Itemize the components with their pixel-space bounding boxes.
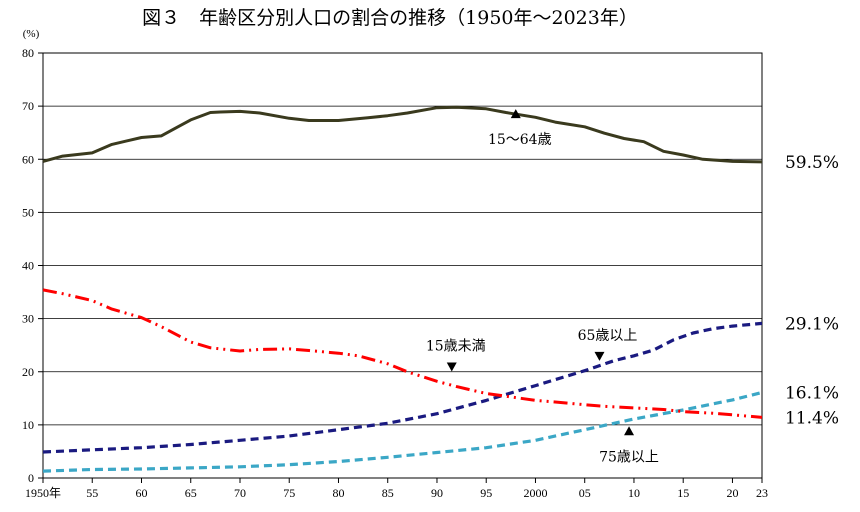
tick-label-x-1970: 70	[234, 486, 246, 500]
annotation-marker-65歳以上	[594, 351, 605, 361]
tick-label-y-80: 80	[22, 46, 34, 60]
chart-title: 図３ 年齢区分別人口の割合の推移（1950年～2023年）	[142, 7, 638, 29]
tick-label-y-60: 60	[22, 152, 34, 166]
series-line-15～64歳	[42, 105, 763, 164]
tick-label-x-1955: 55	[86, 486, 98, 500]
tick-label-x-2020: 20	[726, 486, 738, 500]
tick-label-x-2000: 2000	[523, 486, 547, 500]
annotation-label-65歳以上: 65歳以上	[578, 328, 638, 344]
series-lines	[42, 105, 763, 473]
annotation-label-15歳未満: 15歳未満	[426, 338, 486, 354]
grid	[42, 52, 763, 479]
y-axis-ticks: 0 10 20 30 40 50 60 70 80	[22, 46, 43, 485]
tick-label-x-2015: 15	[677, 486, 689, 500]
series-line-75歳以上	[42, 390, 763, 473]
end-label-65歳以上: 29.1%	[785, 314, 839, 334]
tick-label-x-1995: 95	[480, 486, 492, 500]
tick-label-x-2023: 23	[756, 486, 768, 500]
x-axis-ticks: 1950年 55 60 65 70 75 80 85 90 95 2000 05 10 15 20 23	[25, 478, 768, 500]
annotation-label-75歳以上: 75歳以上	[599, 449, 659, 465]
tick-label-x-1975: 75	[283, 486, 295, 500]
end-label-15～64歳: 59.5%	[785, 153, 839, 173]
tick-label-y-0: 0	[28, 471, 34, 485]
tick-label-x-1990: 90	[431, 486, 443, 500]
y-axis-unit: (%)	[23, 28, 40, 40]
tick-label-y-50: 50	[22, 205, 34, 219]
end-label-75歳以上: 16.1%	[785, 383, 839, 403]
end-labels: 59.5% 11.4% 29.1% 16.1%	[785, 153, 839, 429]
series-line-65歳以上	[42, 321, 763, 454]
tick-label-x-1950: 1950年	[25, 486, 61, 500]
annotation-marker-15～64歳	[510, 109, 521, 119]
tick-label-x-1980: 80	[332, 486, 344, 500]
tick-label-y-30: 30	[22, 312, 34, 326]
annotation-label-15～64歳: 15～64歳	[488, 132, 552, 148]
end-label-15歳未満: 11.4%	[785, 408, 839, 428]
series-line-15歳未満	[42, 288, 763, 419]
tick-label-x-2010: 10	[628, 486, 640, 500]
tick-label-y-20: 20	[22, 365, 34, 379]
tick-label-x-1960: 60	[135, 486, 147, 500]
annotation-marker-15歳未満	[446, 362, 457, 372]
tick-label-y-10: 10	[22, 418, 34, 432]
annotation-marker-75歳以上	[624, 426, 635, 436]
tick-label-x-2005: 05	[579, 486, 591, 500]
tick-label-x-1985: 85	[382, 486, 394, 500]
tick-label-x-1965: 65	[185, 486, 197, 500]
tick-label-y-40: 40	[22, 259, 34, 273]
annotations: 15～64歳 15歳未満 65歳以上 75歳以上	[426, 109, 659, 465]
tick-label-y-70: 70	[22, 99, 34, 113]
